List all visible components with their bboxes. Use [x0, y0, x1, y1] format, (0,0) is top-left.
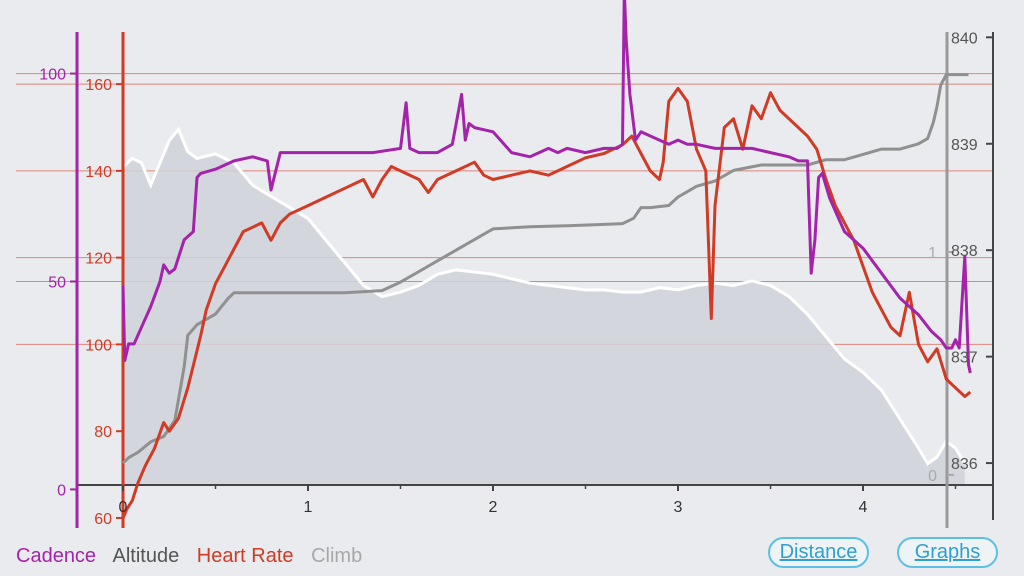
heart-rate-tick-label: 80 — [94, 424, 112, 441]
legend: Cadence Altitude Heart Rate Climb — [16, 545, 374, 568]
cadence-line — [121, 0, 972, 374]
legend-item-climb: Climb — [311, 545, 363, 567]
axes — [70, 32, 994, 528]
legend-item-cadence: Cadence — [16, 545, 97, 567]
legend-item-heart-rate: Heart Rate — [196, 545, 294, 567]
altitude-tick-label: 838 — [951, 243, 978, 260]
cadence-tick-label: 50 — [48, 275, 66, 292]
x-tick-label: 2 — [489, 499, 498, 516]
heart-rate-tick-label: 160 — [85, 77, 112, 94]
heart-rate-line — [121, 86, 972, 519]
heart-rate-tick-label: 140 — [85, 164, 112, 181]
altitude-tick-label: 837 — [951, 350, 978, 367]
altitude-tick-label: 840 — [951, 30, 978, 47]
x-tick-label: 1 — [304, 499, 313, 516]
altitude-tick-label: 839 — [951, 137, 978, 154]
climb-line — [121, 126, 967, 466]
graphs-button[interactable]: Graphs — [897, 537, 998, 568]
climb-tick-label: 0 — [928, 468, 937, 485]
cadence-tick-label: 0 — [57, 482, 66, 499]
x-tick-label: 3 — [674, 499, 683, 516]
x-tick-label: 0 — [119, 499, 128, 516]
climb-tick-label: 1 — [928, 245, 937, 262]
altitude-line — [121, 73, 969, 465]
legend-item-altitude: Altitude — [112, 545, 180, 567]
series-climb — [121, 126, 967, 485]
tick-labels: 0 1 2 3 4 0 50 100 60 80 100 120 140 160 836 837 838 839 8… — [39, 30, 978, 528]
heart-rate-tick-label: 120 — [85, 251, 112, 268]
heart-rate-tick-label: 60 — [94, 511, 112, 528]
x-tick-label: 4 — [859, 499, 868, 516]
series-lines — [121, 0, 972, 519]
distance-button[interactable]: Distance — [768, 537, 869, 568]
cadence-tick-label: 100 — [39, 67, 66, 84]
climb-area — [123, 129, 965, 485]
heart-rate-tick-label: 100 — [85, 337, 112, 354]
altitude-tick-label: 836 — [951, 456, 978, 473]
